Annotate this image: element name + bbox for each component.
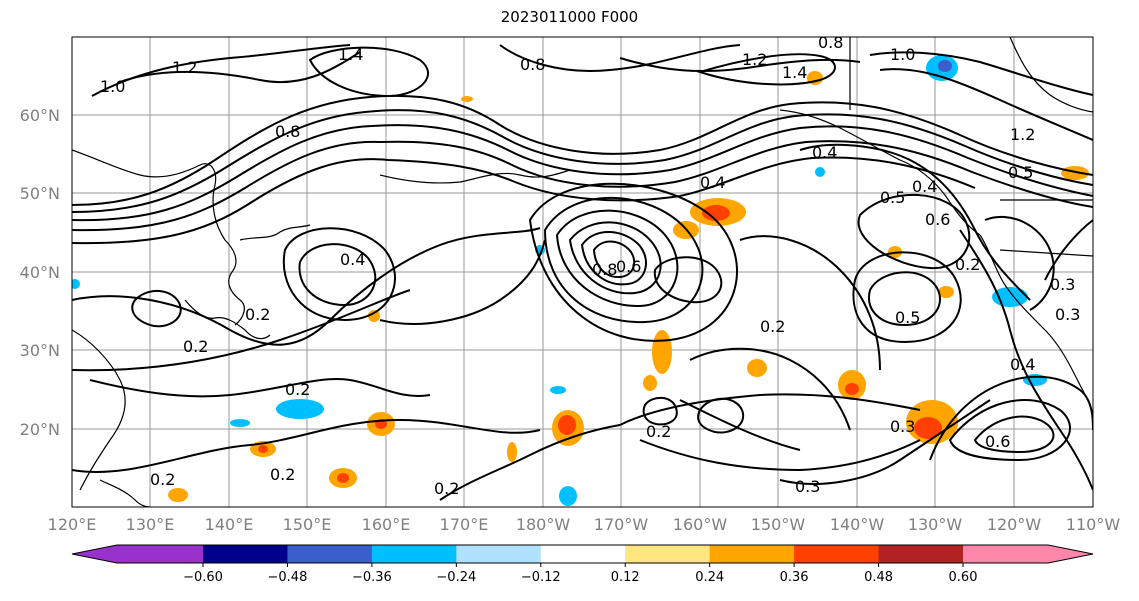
contour-label: 0.4 (1010, 355, 1035, 374)
colorbar-segment (794, 545, 880, 563)
lat-tick-label: 30°N (20, 341, 60, 360)
contour-label: 1.0 (100, 77, 125, 96)
lat-tick-label: 40°N (20, 263, 60, 282)
contour-label: 0.6 (925, 210, 950, 229)
lon-tick-label: 180°W (516, 515, 571, 534)
contour-label: 0.2 (270, 465, 295, 484)
colorbar-tick-label: −0.24 (436, 570, 476, 585)
contour-label: 0.4 (812, 143, 837, 162)
contour-label: 0.3 (1050, 275, 1075, 294)
contour-label: 1.4 (782, 63, 807, 82)
contour-label: 0.2 (183, 337, 208, 356)
colorbar-segment (456, 545, 542, 563)
colorbar-segment (878, 545, 964, 563)
lon-tick-label: 170°E (440, 515, 489, 534)
contour-label: 1.2 (742, 50, 767, 69)
colorbar-tick-label: −0.48 (268, 570, 308, 585)
contour-label: 1.2 (1010, 125, 1035, 144)
lon-tick-label: 160°E (362, 515, 411, 534)
contour-label: 0.5 (880, 188, 905, 207)
contour-label: 0.4 (700, 173, 725, 192)
lon-tick-label: 170°W (594, 515, 649, 534)
contour-label: 0.2 (646, 422, 671, 441)
lon-tick-label: 120°W (987, 515, 1042, 534)
lat-tick-label: 20°N (20, 420, 60, 439)
colorbar-segment (203, 545, 288, 563)
contour-label: 0.6 (985, 432, 1010, 451)
lon-tick-label: 120°E (48, 515, 97, 534)
contour-label: 0.2 (760, 317, 785, 336)
colorbar-segment (963, 545, 1093, 563)
lon-axis: 120°E 130°E 140°E 150°E 160°E 170°E 180°… (48, 515, 1121, 534)
contour-label: 0.6 (616, 257, 641, 276)
contour-label: 0.8 (275, 122, 300, 141)
contour-labels: 1.2 1.4 0.8 1.2 1.4 0.8 1.0 1.0 1.2 0.8 … (100, 33, 1080, 498)
map-title: 2023011000 F000 (500, 8, 639, 26)
contour-label: 1.0 (890, 45, 915, 64)
contour-label: 0.2 (285, 380, 310, 399)
colorbar-tick-label: 0.24 (695, 570, 724, 585)
contour-lines (72, 44, 1093, 501)
map-frame (71, 36, 1094, 508)
colorbar-segment (540, 545, 626, 563)
contour-label: 0.5 (895, 308, 920, 327)
colorbar: −0.60 −0.48 −0.36 −0.24 −0.12 0.12 0.24 0.36 0.4… (71, 544, 1094, 585)
lon-tick-label: 160°W (673, 515, 728, 534)
map-panel: 1.2 1.4 0.8 1.2 1.4 0.8 1.0 1.0 1.2 0.8 … (72, 33, 1093, 507)
coastlines (72, 37, 1093, 507)
lon-tick-label: 150°W (751, 515, 806, 534)
colorbar-segment (72, 545, 203, 563)
contour-label: 1.2 (172, 58, 197, 77)
contour-label: 0.3 (890, 417, 915, 436)
colorbar-segment (287, 545, 373, 563)
shading-patches (72, 55, 1089, 506)
colorbar-outline (71, 544, 1094, 564)
contour-label: 0.8 (520, 55, 545, 74)
contour-label: 0.2 (955, 255, 980, 274)
contour-label: 0.8 (592, 260, 617, 279)
colorbar-segment (709, 545, 795, 563)
lat-tick-label: 60°N (20, 106, 60, 125)
colorbar-tick-label: −0.36 (352, 570, 392, 585)
contour-label: 0.3 (795, 477, 820, 496)
colorbar-segments (71, 544, 1094, 564)
contour-label: 0.5 (1008, 163, 1033, 182)
lon-tick-label: 140°E (205, 515, 254, 534)
lon-tick-label: 140°W (830, 515, 885, 534)
contour-label: 0.2 (245, 305, 270, 324)
contour-label: 0.3 (1055, 305, 1080, 324)
colorbar-tick-label: 0.36 (780, 570, 809, 585)
lon-tick-label: 110°W (1066, 515, 1121, 534)
contour-label: 0.4 (340, 250, 365, 269)
lon-tick-label: 130°E (126, 515, 175, 534)
lat-tick-label: 50°N (20, 184, 60, 203)
colorbar-ticks (202, 563, 964, 567)
lat-axis: 60°N 50°N 40°N 30°N 20°N (20, 106, 60, 439)
lon-tick-label: 150°E (283, 515, 332, 534)
lon-tick-label: 130°W (908, 515, 963, 534)
colorbar-tick-label: 0.12 (611, 570, 640, 585)
colorbar-tick-label: −0.60 (183, 570, 223, 585)
colorbar-segment (371, 545, 457, 563)
colorbar-tick-label: 0.48 (864, 570, 893, 585)
contour-label: 0.8 (818, 33, 843, 52)
colorbar-labels: −0.60 −0.48 −0.36 −0.24 −0.12 0.12 0.24 0.36 0.4… (183, 570, 977, 585)
contour-label: 0.2 (434, 479, 459, 498)
contour-label: 0.2 (150, 470, 175, 489)
colorbar-segment (625, 545, 711, 563)
colorbar-tick-label: 0.60 (949, 570, 978, 585)
contour-label: 1.4 (338, 45, 363, 64)
colorbar-tick-label: −0.12 (521, 570, 561, 585)
contour-label: 0.4 (912, 177, 937, 196)
